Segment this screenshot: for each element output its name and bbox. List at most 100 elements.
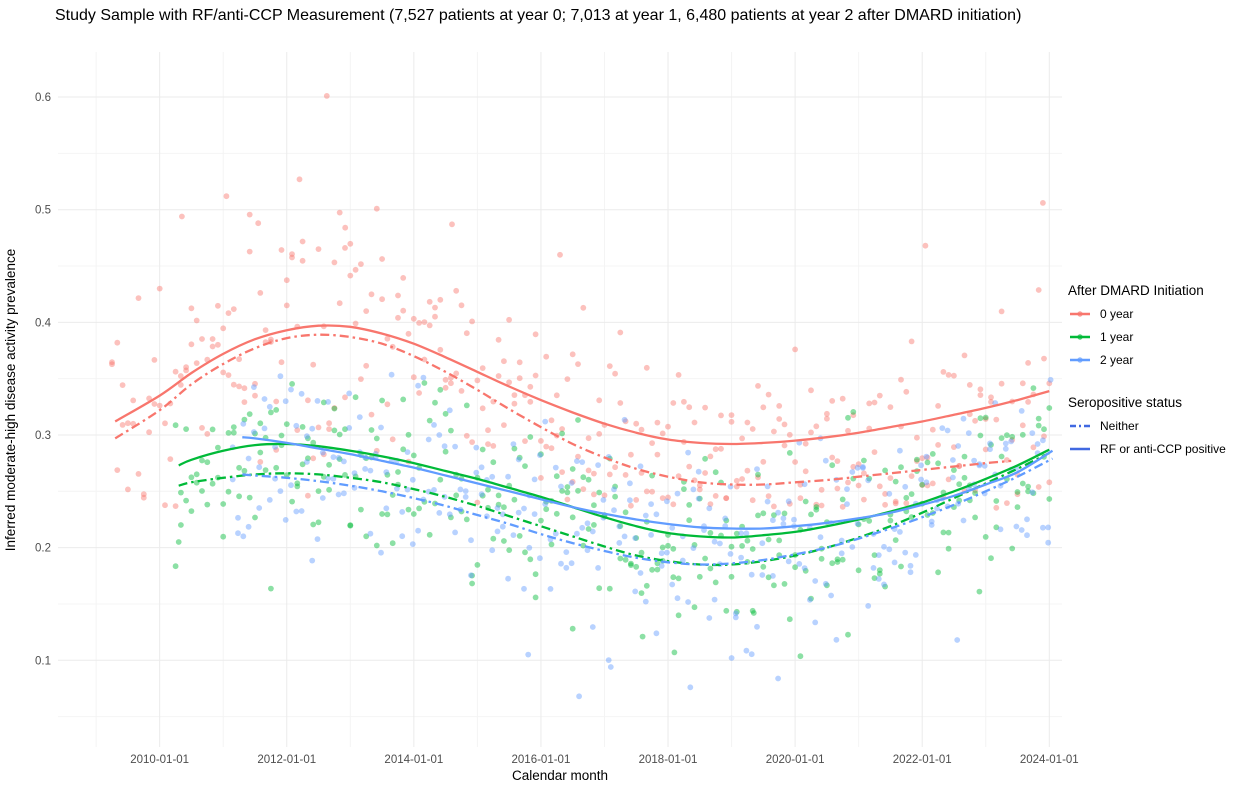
data-point bbox=[575, 417, 581, 423]
data-point bbox=[902, 549, 909, 556]
data-point bbox=[437, 346, 444, 353]
data-point bbox=[289, 254, 295, 261]
data-point bbox=[776, 537, 783, 544]
data-point bbox=[548, 541, 555, 548]
data-point bbox=[870, 565, 877, 571]
data-point bbox=[945, 372, 952, 378]
data-point bbox=[552, 464, 559, 471]
data-point bbox=[876, 570, 883, 577]
data-point bbox=[432, 313, 438, 320]
y-tick-label: 0.3 bbox=[35, 430, 51, 442]
data-point bbox=[341, 458, 347, 465]
data-point bbox=[1041, 433, 1047, 440]
data-point bbox=[432, 399, 438, 406]
data-point bbox=[606, 471, 613, 478]
data-point bbox=[771, 428, 777, 435]
data-point bbox=[448, 427, 454, 434]
data-point bbox=[320, 399, 327, 406]
data-point bbox=[109, 359, 115, 366]
line-point-swatch-2-year bbox=[1070, 357, 1090, 363]
data-point bbox=[808, 595, 814, 602]
data-point bbox=[177, 382, 184, 388]
data-point bbox=[257, 290, 264, 296]
data-point bbox=[395, 292, 401, 299]
data-point bbox=[892, 478, 899, 485]
y-tick-label: 0.4 bbox=[35, 317, 52, 329]
data-point bbox=[1009, 437, 1016, 443]
data-point bbox=[335, 454, 342, 461]
data-point bbox=[919, 481, 926, 488]
data-point bbox=[389, 540, 396, 547]
data-point bbox=[882, 491, 888, 497]
data-point bbox=[712, 446, 719, 453]
data-point bbox=[410, 315, 417, 322]
data-point bbox=[268, 336, 274, 343]
data-point bbox=[479, 405, 486, 412]
data-point bbox=[278, 247, 285, 253]
data-point bbox=[511, 400, 518, 407]
data-point bbox=[951, 467, 957, 473]
data-point bbox=[838, 537, 845, 544]
data-point bbox=[485, 441, 491, 447]
data-point bbox=[415, 527, 421, 534]
legend-label-neither: Neither bbox=[1100, 419, 1139, 433]
legend-item-2-year: 2 year bbox=[1068, 353, 1226, 367]
data-point bbox=[585, 476, 592, 483]
data-point bbox=[923, 453, 930, 460]
data-point bbox=[151, 401, 158, 407]
data-point bbox=[347, 522, 354, 529]
data-point bbox=[579, 459, 586, 465]
data-point bbox=[939, 425, 946, 431]
data-point bbox=[591, 502, 597, 509]
data-point bbox=[871, 449, 878, 455]
data-point bbox=[442, 384, 449, 391]
data-point bbox=[109, 361, 115, 368]
data-point bbox=[193, 471, 200, 478]
data-point bbox=[453, 492, 460, 499]
data-point bbox=[246, 494, 253, 501]
data-point bbox=[522, 549, 528, 556]
data-point bbox=[140, 491, 147, 498]
data-point bbox=[273, 447, 280, 453]
data-point bbox=[907, 569, 914, 576]
data-point bbox=[961, 453, 968, 460]
data-point bbox=[732, 610, 739, 617]
data-point bbox=[633, 497, 640, 503]
data-point bbox=[252, 392, 258, 399]
legend-linetype-title: Seropositive status bbox=[1068, 395, 1183, 410]
data-point bbox=[325, 475, 331, 482]
y-tick-labels: 0.1 0.2 0.3 0.4 0.5 0.6 bbox=[35, 92, 52, 667]
data-point bbox=[558, 560, 564, 567]
data-point bbox=[204, 431, 211, 437]
data-point bbox=[622, 509, 629, 516]
data-point bbox=[183, 426, 190, 432]
data-point bbox=[230, 381, 237, 388]
data-point bbox=[358, 261, 364, 267]
data-point bbox=[458, 302, 465, 309]
data-point bbox=[875, 552, 882, 558]
data-point bbox=[230, 424, 237, 430]
data-point bbox=[510, 441, 517, 447]
data-point bbox=[649, 566, 655, 573]
data-point bbox=[648, 532, 654, 538]
data-point bbox=[765, 536, 772, 543]
data-point bbox=[442, 448, 449, 455]
data-point bbox=[283, 302, 290, 309]
data-point bbox=[612, 370, 618, 377]
data-point bbox=[421, 319, 428, 325]
data-point bbox=[331, 427, 338, 434]
data-point bbox=[643, 364, 650, 371]
data-point bbox=[718, 445, 724, 452]
data-point bbox=[822, 580, 829, 587]
data-point bbox=[373, 205, 380, 212]
data-point bbox=[167, 456, 174, 462]
data-point bbox=[156, 285, 163, 292]
data-point bbox=[807, 596, 813, 603]
legend-item-1-year: 1 year bbox=[1068, 330, 1226, 344]
data-point bbox=[945, 545, 952, 552]
data-point bbox=[997, 526, 1004, 533]
data-point bbox=[770, 517, 776, 524]
data-point bbox=[849, 544, 856, 550]
data-point bbox=[559, 469, 565, 475]
data-point bbox=[675, 575, 682, 582]
